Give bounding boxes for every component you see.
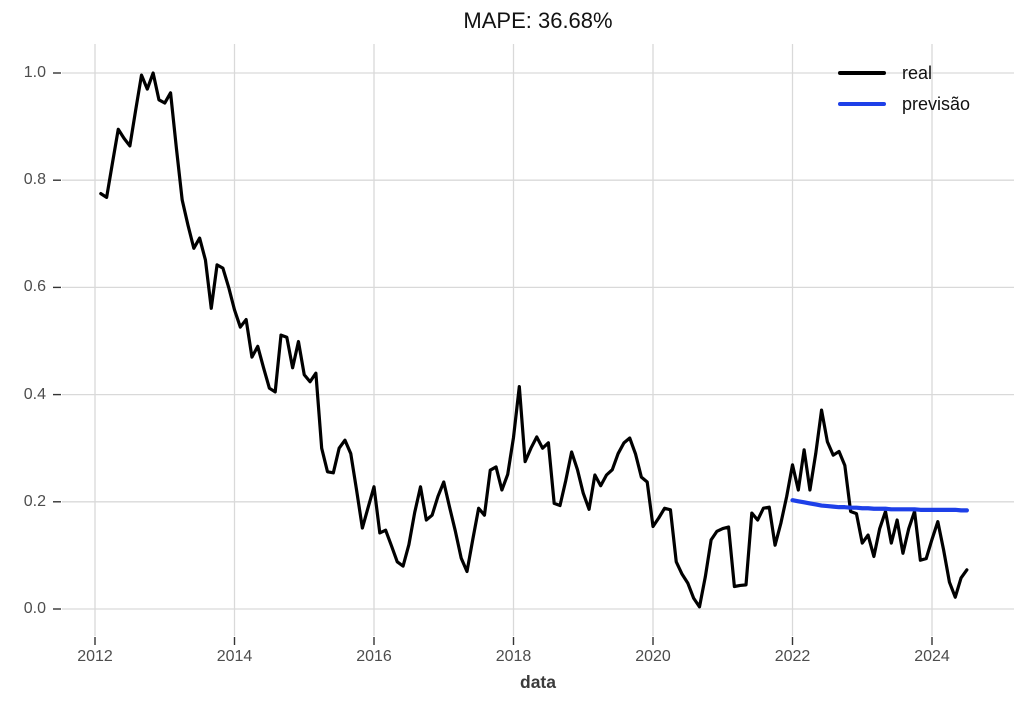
x-tick-label: 2020 [635,648,671,665]
y-tick-label: 0.2 [23,492,46,510]
legend-label-real: real [902,62,933,83]
x-tick-label: 2012 [77,648,113,665]
y-tick-label: 0.0 [23,600,46,617]
x-axis-label: data [520,672,556,692]
y-tick-label: 0.6 [23,278,46,296]
legend-item-previsao: previsão [838,91,970,117]
axis-ticks [53,72,933,645]
chart-title: MAPE: 36.68% [463,8,613,33]
x-tick-label: 2016 [356,648,392,665]
series-line-previsao [790,498,969,513]
y-tick-label: 0.4 [23,385,46,403]
legend-label-previsao: previsão [902,93,971,114]
legend-swatch-previsao-line-icon [838,101,886,107]
legend: real previsão [838,60,970,122]
x-tick-label: 2018 [495,648,532,665]
x-tick-label: 2014 [216,648,253,665]
y-tick-label: 0.8 [23,171,46,189]
grid-lines [62,44,1014,636]
y-tick-label: 1.0 [23,64,46,81]
legend-item-real: real [838,60,970,86]
x-tick-label: 2024 [914,648,950,665]
legend-swatch-real-line-icon [838,71,886,75]
series-line-real [99,71,969,609]
x-tick-label: 2022 [774,648,811,665]
